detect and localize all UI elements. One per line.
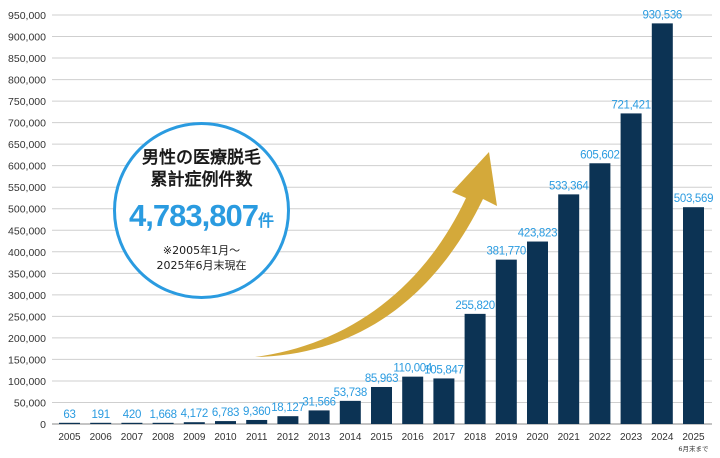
value-label: 85,963 (365, 373, 398, 385)
x-tick-label: 2011 (246, 432, 268, 443)
value-label: 721,421 (611, 99, 650, 111)
y-tick-label: 800,000 (8, 75, 46, 87)
bar (371, 386, 392, 424)
value-label: 533,364 (549, 180, 589, 192)
callout-total-wrap: 4,783,807件 (116, 199, 287, 239)
value-label: 18,127 (271, 402, 304, 414)
value-label: 31,566 (302, 396, 335, 408)
value-label: 6,783 (212, 407, 239, 419)
y-tick-label: 250,000 (8, 311, 46, 323)
bar (683, 207, 704, 424)
value-label: 503,569 (674, 193, 713, 205)
x-tick-label: 2019 (495, 432, 518, 443)
value-label: 53,738 (334, 387, 367, 399)
bar (464, 313, 486, 424)
x-tick-label: 2013 (308, 432, 331, 443)
y-tick-label: 450,000 (8, 225, 46, 237)
x-axis: 2005 2006 2007 2008 2009 2010 2011 2012 2013 2014… (58, 432, 709, 453)
value-label: 191 (92, 409, 110, 421)
callout-note1: ※2005年1月～ (162, 244, 241, 257)
y-tick-label: 200,000 (8, 333, 46, 345)
x-tick-label: 2020 (526, 432, 549, 443)
value-label: 63 (63, 409, 75, 421)
x-tick-label: 2005 (58, 432, 81, 443)
y-tick-label: 400,000 (8, 247, 46, 259)
bar (433, 378, 455, 424)
x-tick-label: 2025 (682, 432, 705, 443)
bar (558, 194, 580, 424)
callout-note2: 2025年6月末現在 (156, 259, 247, 272)
x-tick-label: 2018 (464, 432, 487, 443)
x-tick-label: 2022 (589, 432, 612, 443)
x-tick-note: 6月末まで (678, 444, 709, 453)
bar (215, 421, 236, 424)
callout-line2: 累計症例件数 (150, 170, 253, 190)
y-tick-label: 500,000 (8, 204, 46, 216)
x-tick-label: 2009 (183, 432, 206, 443)
y-tick-label: 600,000 (8, 161, 46, 173)
y-axis: 0 50,000 100,000 150,000 200,000 250,000 300,0… (8, 10, 46, 431)
x-tick-label: 2014 (339, 432, 362, 443)
y-tick-label: 900,000 (8, 32, 46, 44)
total-cases-callout: 男性の医療脱毛 累計症例件数 4,783,807件 ※2005年1月～ 2025… (113, 122, 290, 299)
y-tick-label: 150,000 (8, 354, 46, 366)
x-tick-label: 2017 (433, 432, 456, 443)
value-label: 110,004 (393, 363, 433, 375)
y-tick-label: 750,000 (8, 96, 46, 108)
value-label: 4,172 (181, 408, 208, 420)
bar (589, 163, 611, 424)
x-tick-label: 2021 (558, 432, 581, 443)
y-tick-label: 0 (40, 419, 46, 431)
bar (651, 23, 673, 425)
value-labels: 63 191 420 1,668 4,172 6,783 9,360 18,12731,566… (63, 9, 713, 420)
x-tick-label: 2015 (370, 432, 393, 443)
bar (90, 422, 112, 424)
x-tick-label: 2010 (214, 432, 237, 443)
value-label: 423,823 (518, 228, 557, 240)
bar (620, 113, 642, 424)
x-tick-label: 2024 (651, 432, 674, 443)
callout-total: 4,783,807 (129, 198, 259, 233)
x-tick-label: 2006 (90, 432, 113, 443)
callout-line1: 男性の医療脱毛 (142, 148, 261, 168)
bar (308, 410, 330, 424)
bar (59, 422, 80, 424)
y-tick-label: 350,000 (8, 268, 46, 280)
x-tick-label: 2008 (152, 432, 175, 443)
y-tick-label: 950,000 (8, 10, 46, 22)
y-tick-label: 650,000 (8, 139, 46, 151)
y-tick-label: 850,000 (8, 53, 46, 65)
x-tick-label: 2016 (402, 432, 425, 443)
bar (402, 376, 424, 424)
x-tick-label: 2007 (121, 432, 144, 443)
bar (495, 259, 517, 424)
bar (277, 416, 299, 424)
y-tick-label: 300,000 (8, 290, 46, 302)
bar (339, 400, 361, 424)
value-label: 1,668 (149, 409, 176, 421)
x-tick-label: 2023 (620, 432, 643, 443)
y-tick-label: 100,000 (8, 376, 46, 388)
value-label: 9,360 (243, 406, 270, 418)
value-label: 381,770 (487, 246, 526, 258)
value-label: 105,847 (424, 364, 463, 376)
value-label: 255,820 (455, 300, 494, 312)
bar (152, 422, 174, 424)
bar (183, 422, 205, 424)
bar (527, 241, 548, 424)
y-tick-label: 550,000 (8, 182, 46, 194)
value-label: 930,536 (643, 9, 682, 21)
value-label: 420 (123, 409, 141, 421)
x-tick-label: 2012 (277, 432, 300, 443)
bar (246, 419, 268, 424)
value-label: 605,602 (580, 149, 619, 161)
y-tick-label: 700,000 (8, 118, 46, 130)
callout-unit: 件 (257, 211, 274, 230)
bar (121, 422, 143, 424)
y-tick-label: 50,000 (14, 397, 46, 409)
bar-series (59, 23, 704, 425)
growth-arrow (255, 152, 497, 357)
